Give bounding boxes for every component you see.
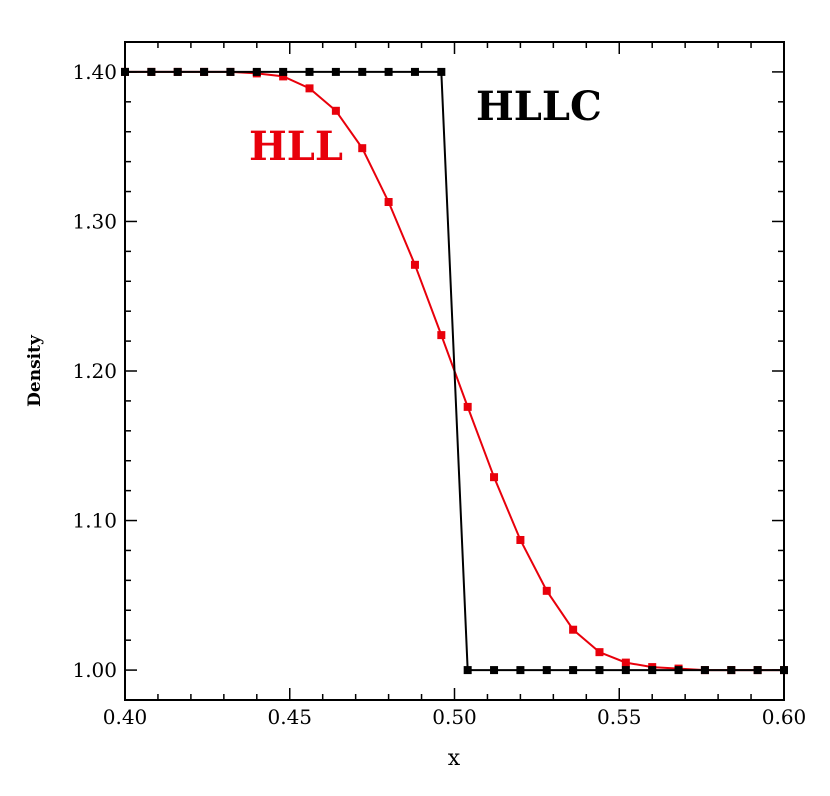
y-tick-label: 1.10 [72,509,117,533]
y-tick-label: 1.20 [72,359,117,383]
data-point-hll [463,402,472,411]
y-tick-label: 1.00 [72,658,117,682]
data-point-hll [358,144,367,153]
data-point-hll [516,535,525,544]
data-point-hllc [331,67,340,76]
data-point-hllc [147,67,156,76]
data-point-hll [595,648,604,657]
data-point-hllc [305,67,314,76]
data-point-hll [305,84,314,93]
y-tick-label: 1.40 [72,60,117,84]
data-point-hllc [200,67,209,76]
data-point-hllc [226,67,235,76]
data-point-hllc [674,666,683,675]
data-point-hll [542,586,551,595]
data-point-hll [490,473,499,482]
data-point-hllc [648,666,657,675]
y-axis-title: Density [25,334,45,407]
x-axis-title: x [448,746,461,771]
data-point-hll [569,625,578,634]
x-tick-label: 0.45 [267,705,312,729]
x-tick-label: 0.55 [597,705,642,729]
data-point-hllc [700,666,709,675]
x-tick-label: 0.40 [103,705,148,729]
y-tick-label: 1.30 [72,209,117,233]
data-point-hllc [516,666,525,675]
data-point-hllc [384,67,393,76]
data-point-hllc [595,666,604,675]
series-line-hllc [125,70,784,672]
data-point-hll [279,72,288,81]
data-point-hll [384,198,393,207]
series-label-hll: HLL [249,123,343,170]
data-point-hll [410,260,419,269]
x-tick-label: 0.50 [432,705,477,729]
x-tick-label: 0.60 [762,705,807,729]
data-point-hllc [437,67,446,76]
data-point-hll [331,106,340,115]
data-point-hllc [463,666,472,675]
data-point-hllc [173,67,182,76]
data-point-hllc [569,666,578,675]
data-point-hllc [410,67,419,76]
data-point-hllc [490,666,499,675]
data-point-hllc [753,666,762,675]
data-point-hll [437,331,446,340]
data-point-hllc [621,666,630,675]
data-point-hllc [279,67,288,76]
data-point-hll [621,658,630,667]
data-point-hllc [252,67,261,76]
series-label-hllc: HLLC [476,83,602,130]
data-point-hllc [542,666,551,675]
data-point-hllc [358,67,367,76]
data-point-hllc [727,666,736,675]
